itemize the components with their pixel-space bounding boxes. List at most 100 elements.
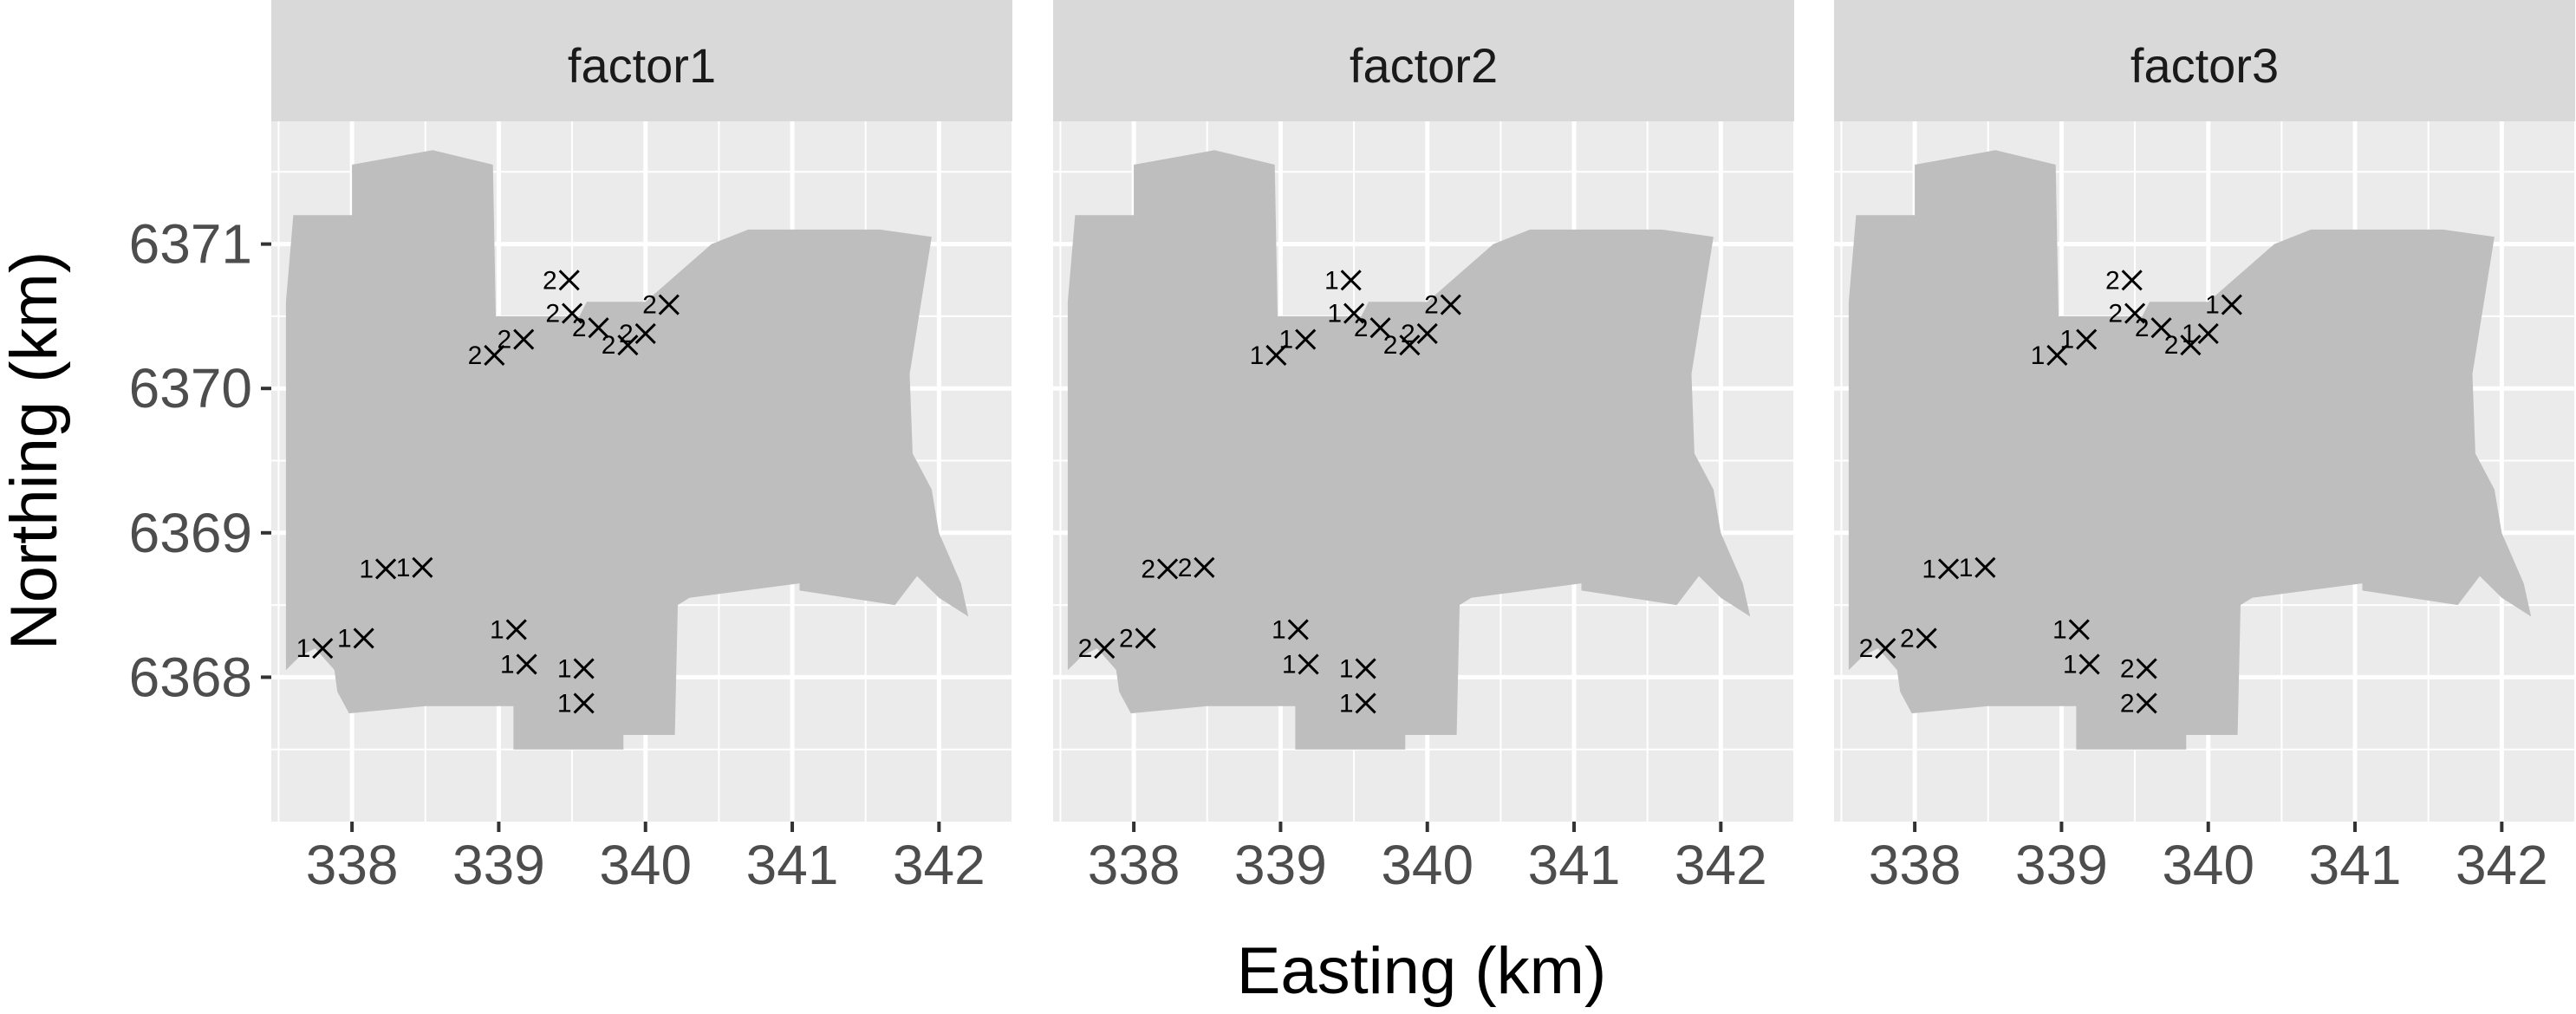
cross-marker: [1974, 556, 1996, 578]
cross-marker: [2150, 317, 2172, 339]
cluster-label: 1: [2063, 650, 2078, 679]
site-point: 2: [2105, 266, 2143, 295]
cross-marker: [2197, 322, 2219, 344]
cluster-label: 2: [545, 300, 560, 328]
site-point: 2: [1354, 314, 1391, 342]
cluster-label: 1: [2052, 615, 2067, 644]
site-point: 2: [572, 314, 609, 342]
site-point: 2: [1859, 634, 1896, 663]
cross-marker: [1094, 638, 1116, 660]
site-point: 1: [1339, 689, 1376, 718]
cluster-label: 1: [1250, 341, 1265, 370]
cross-marker: [1916, 627, 1937, 649]
site-point: 2: [2108, 300, 2146, 328]
site-point: 2: [1078, 634, 1116, 663]
site-point: 2: [1119, 624, 1156, 653]
cross-marker: [588, 317, 609, 339]
cross-marker: [658, 294, 680, 315]
cluster-label: 2: [498, 326, 512, 354]
site-point: 2: [498, 326, 535, 354]
cross-marker: [374, 558, 397, 580]
site-point: 2: [468, 341, 505, 370]
strip-label: factor2: [1350, 38, 1498, 93]
x-axis-factor1: 338 339 340 341 342: [306, 822, 986, 896]
site-point: 1: [557, 689, 595, 718]
y-tick-label: 6370: [129, 357, 252, 419]
cluster-label: 2: [1424, 291, 1439, 320]
cross-marker: [1295, 328, 1317, 350]
cluster-label: 1: [1272, 615, 1286, 644]
strip-label: factor1: [568, 38, 716, 93]
cross-marker: [513, 328, 535, 350]
cross-marker: [1343, 302, 1365, 324]
cluster-label: 2: [1383, 331, 1398, 360]
cross-marker: [505, 619, 527, 640]
cross-marker: [2121, 270, 2143, 291]
x-tick-label: 341: [2309, 834, 2402, 896]
site-point: 1: [1959, 554, 1996, 582]
site-point: 2: [602, 331, 639, 360]
cross-marker: [1355, 692, 1376, 714]
y-tick-label: 6369: [129, 502, 252, 564]
strip-background: [1834, 0, 2575, 121]
site-point: 2: [642, 291, 680, 320]
site-point: 2: [2120, 689, 2157, 718]
study-region: [285, 150, 969, 750]
cross-marker: [1298, 653, 1319, 675]
cross-marker: [484, 344, 505, 366]
cluster-label: 1: [1922, 555, 1936, 583]
cross-marker: [1399, 335, 1421, 356]
site-point: 1: [1282, 650, 1319, 679]
site-point: 1: [359, 555, 397, 583]
cross-marker: [2068, 619, 2090, 640]
site-point: 1: [500, 650, 537, 679]
cross-marker: [1340, 270, 1362, 291]
x-tick-label: 338: [306, 834, 399, 896]
cluster-label: 2: [1141, 555, 1155, 583]
cluster-label: 1: [2031, 341, 2046, 370]
cluster-label: 2: [1119, 624, 1134, 653]
x-axis-title: Easting (km): [1237, 934, 1607, 1008]
strip-label: factor3: [2130, 38, 2279, 93]
cluster-label: 2: [2105, 266, 2120, 295]
cluster-label: 2: [468, 341, 483, 370]
cluster-label: 1: [2205, 291, 2220, 320]
site-point: 2: [1401, 320, 1438, 348]
cluster-label: 1: [396, 554, 411, 582]
cross-marker: [1416, 322, 1438, 344]
site-point: 1: [1324, 266, 1362, 295]
cluster-label: 1: [1279, 326, 1294, 354]
cluster-label: 2: [642, 291, 657, 320]
site-point: 2: [1383, 331, 1421, 360]
cross-marker: [1265, 344, 1287, 366]
site-point: 1: [1250, 341, 1287, 370]
site-point: 1: [2052, 615, 2090, 644]
cluster-label: 2: [1900, 624, 1915, 653]
cluster-label: 1: [337, 624, 352, 653]
cluster-label: 1: [1327, 300, 1342, 328]
cluster-label: 2: [619, 320, 634, 348]
x-tick-label: 340: [599, 834, 692, 896]
cross-marker: [1875, 638, 1896, 660]
site-point: 1: [2182, 320, 2219, 348]
cluster-label: 2: [1178, 554, 1193, 582]
cross-marker: [634, 322, 656, 344]
cross-marker: [1135, 627, 1156, 649]
site-point: 2: [1178, 554, 1215, 582]
cross-marker: [573, 692, 595, 714]
cluster-label: 1: [490, 615, 504, 644]
cluster-label: 2: [2108, 300, 2123, 328]
site-point: 2: [619, 320, 656, 348]
cluster-label: 2: [2164, 331, 2179, 360]
x-tick-label: 340: [1381, 834, 1473, 896]
y-tick-label: 6368: [129, 646, 252, 708]
cluster-label: 1: [2060, 326, 2075, 354]
cluster-label: 2: [2135, 314, 2150, 342]
site-point: 2: [1900, 624, 1937, 653]
x-tick-label: 339: [452, 834, 545, 896]
x-tick-label: 338: [1088, 834, 1181, 896]
cluster-label: 1: [557, 689, 572, 718]
